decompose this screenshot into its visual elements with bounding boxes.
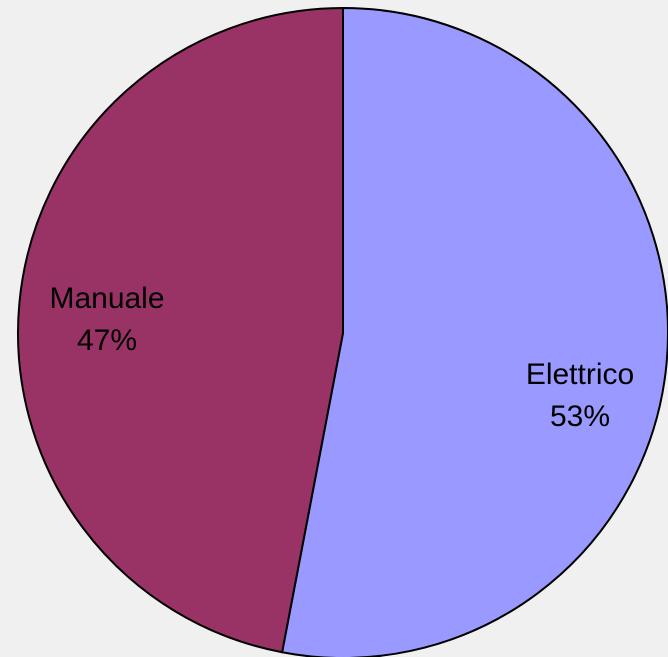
slice-label-elettrico-name: Elettrico bbox=[526, 358, 634, 391]
pie-slice-manuale bbox=[17, 7, 344, 654]
pie-slices bbox=[17, 7, 668, 657]
slice-label-elettrico-percent: 53% bbox=[550, 400, 610, 433]
pie-slice-elettrico bbox=[281, 7, 668, 657]
pie-labels: Elettrico 53% Manuale 47% bbox=[49, 282, 634, 433]
slice-label-manuale-percent: 47% bbox=[77, 324, 137, 357]
slice-label-manuale-name: Manuale bbox=[49, 282, 164, 315]
